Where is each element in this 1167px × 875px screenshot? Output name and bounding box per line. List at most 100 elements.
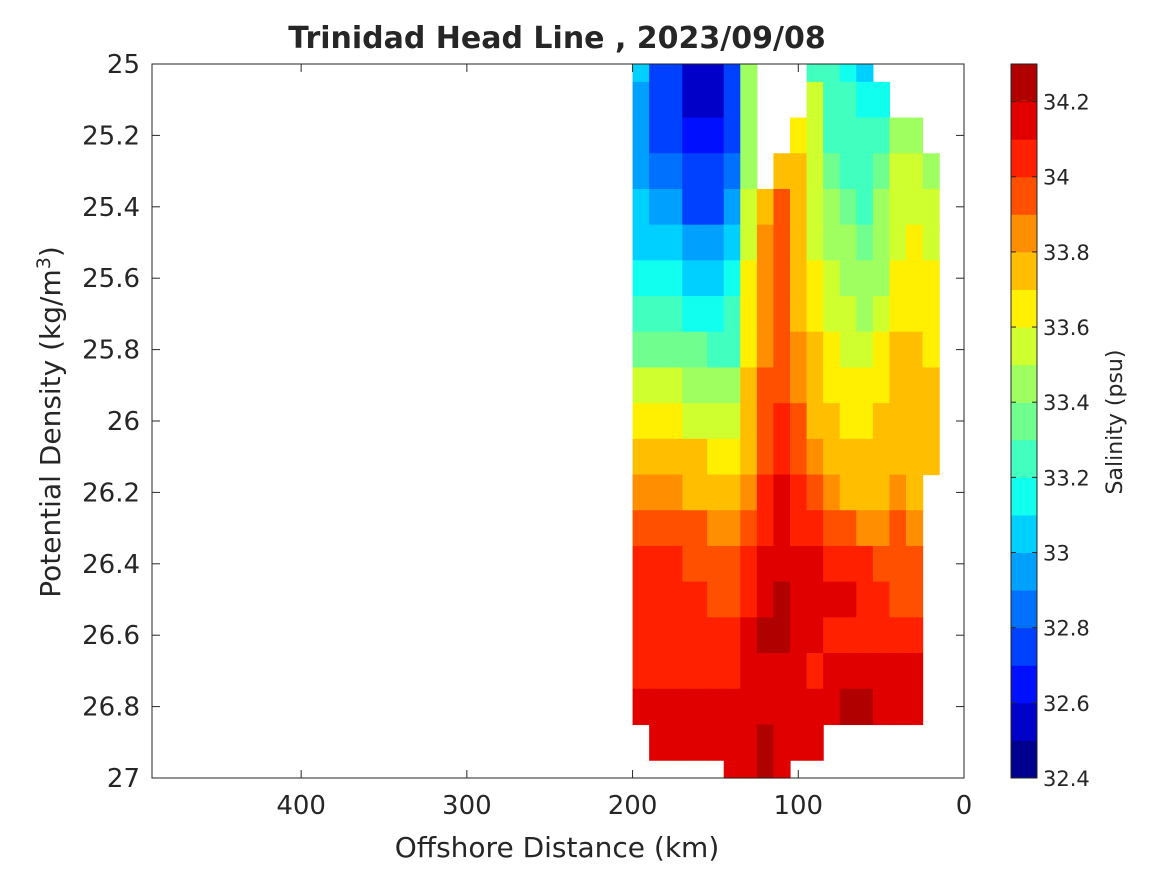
y-tick-label: 25.4 bbox=[82, 193, 140, 223]
colorbar-swatch bbox=[1011, 627, 1037, 666]
salinity-cell bbox=[707, 403, 725, 440]
salinity-cell bbox=[773, 224, 791, 261]
salinity-cell bbox=[922, 296, 940, 333]
salinity-cell bbox=[756, 760, 775, 779]
salinity-cell bbox=[740, 188, 758, 226]
salinity-cell bbox=[632, 331, 650, 369]
salinity-cell bbox=[649, 510, 683, 547]
salinity-cell bbox=[707, 474, 725, 511]
y-axis-label-superscript: 3 bbox=[33, 257, 55, 269]
salinity-cell bbox=[889, 545, 907, 583]
salinity-cell bbox=[806, 117, 824, 154]
salinity-cell bbox=[773, 474, 791, 511]
salinity-cell bbox=[806, 545, 824, 583]
salinity-cell bbox=[707, 64, 725, 83]
salinity-cell bbox=[723, 64, 741, 83]
salinity-cell bbox=[740, 331, 758, 369]
salinity-cell bbox=[823, 153, 841, 190]
colorbar-swatch bbox=[1011, 214, 1037, 253]
salinity-cell bbox=[740, 510, 758, 547]
salinity-cell bbox=[806, 688, 824, 726]
salinity-cell bbox=[649, 724, 683, 761]
salinity-cell bbox=[740, 64, 758, 83]
salinity-cell bbox=[856, 296, 874, 333]
salinity-cell bbox=[823, 403, 841, 440]
salinity-cell bbox=[773, 331, 791, 369]
salinity-cell bbox=[856, 367, 874, 404]
y-axis-label-close: ) bbox=[34, 246, 67, 257]
salinity-cell bbox=[839, 617, 857, 654]
salinity-cell bbox=[823, 331, 841, 369]
salinity-cell bbox=[632, 153, 650, 190]
salinity-cell bbox=[707, 260, 725, 297]
salinity-cell bbox=[649, 545, 683, 583]
salinity-cell bbox=[723, 617, 741, 654]
salinity-cell bbox=[922, 260, 940, 297]
salinity-cell bbox=[806, 153, 824, 190]
salinity-cell bbox=[649, 331, 683, 369]
colorbar-swatch bbox=[1011, 552, 1037, 591]
salinity-cell bbox=[806, 653, 824, 690]
salinity-cell bbox=[790, 117, 808, 154]
colorbar-swatch bbox=[1011, 402, 1037, 441]
salinity-cell bbox=[839, 581, 857, 618]
salinity-cell bbox=[707, 153, 725, 190]
salinity-cell bbox=[707, 617, 725, 654]
salinity-cell bbox=[790, 545, 808, 583]
salinity-cell bbox=[922, 367, 940, 404]
salinity-cell bbox=[649, 188, 683, 226]
salinity-cell bbox=[773, 581, 791, 618]
salinity-cell bbox=[839, 474, 857, 511]
colorbar-tick-label: 32.8 bbox=[1043, 617, 1090, 641]
salinity-cell bbox=[649, 117, 683, 154]
salinity-cell bbox=[856, 474, 874, 511]
salinity-cell bbox=[740, 260, 758, 297]
salinity-cell bbox=[756, 331, 775, 369]
salinity-cell bbox=[632, 403, 650, 440]
salinity-cell bbox=[906, 117, 924, 154]
salinity-cell bbox=[790, 296, 808, 333]
salinity-cell bbox=[723, 224, 741, 261]
y-axis-label: Potential Density (kg/m3) bbox=[33, 246, 67, 598]
salinity-cell bbox=[806, 331, 824, 369]
salinity-cell bbox=[906, 260, 924, 297]
salinity-cell bbox=[889, 188, 907, 226]
colorbar-tick-label: 34 bbox=[1043, 166, 1070, 190]
x-tick-label: 100 bbox=[773, 791, 823, 821]
salinity-cell bbox=[707, 510, 725, 547]
salinity-cell bbox=[632, 64, 650, 83]
salinity-cell bbox=[806, 403, 824, 440]
salinity-cell bbox=[889, 474, 907, 511]
colorbar-tick-label: 32.4 bbox=[1043, 767, 1090, 791]
colorbar-swatch bbox=[1011, 176, 1037, 215]
salinity-cell bbox=[839, 224, 857, 261]
colorbar-tick-label: 33.6 bbox=[1043, 316, 1090, 340]
salinity-cell bbox=[889, 617, 907, 654]
salinity-cell bbox=[723, 403, 741, 440]
salinity-cell bbox=[707, 438, 725, 476]
salinity-cell bbox=[740, 367, 758, 404]
salinity-cell bbox=[756, 224, 775, 261]
y-axis-ticks: 25 25.2 25.4 25.6 25.8 26 26.2 26.4 26.6 26.8 27 bbox=[82, 50, 964, 794]
salinity-cell bbox=[756, 296, 775, 333]
x-tick-label: 0 bbox=[956, 791, 973, 821]
salinity-cell bbox=[740, 617, 758, 654]
salinity-cell bbox=[649, 64, 683, 83]
salinity-cell bbox=[889, 403, 907, 440]
salinity-cell bbox=[632, 224, 650, 261]
salinity-cell bbox=[773, 545, 791, 583]
salinity-cell bbox=[922, 224, 940, 261]
salinity-cell bbox=[823, 581, 841, 618]
salinity-cell bbox=[632, 296, 650, 333]
salinity-cell bbox=[839, 64, 857, 83]
salinity-cell bbox=[649, 153, 683, 190]
salinity-cell bbox=[707, 117, 725, 154]
salinity-cell bbox=[682, 474, 708, 511]
salinity-cell bbox=[872, 688, 891, 726]
salinity-cell bbox=[806, 581, 824, 618]
salinity-cell bbox=[649, 438, 683, 476]
salinity-cell bbox=[723, 438, 741, 476]
colorbar-swatch bbox=[1011, 139, 1037, 178]
salinity-cell bbox=[806, 224, 824, 261]
salinity-cell bbox=[756, 581, 775, 618]
